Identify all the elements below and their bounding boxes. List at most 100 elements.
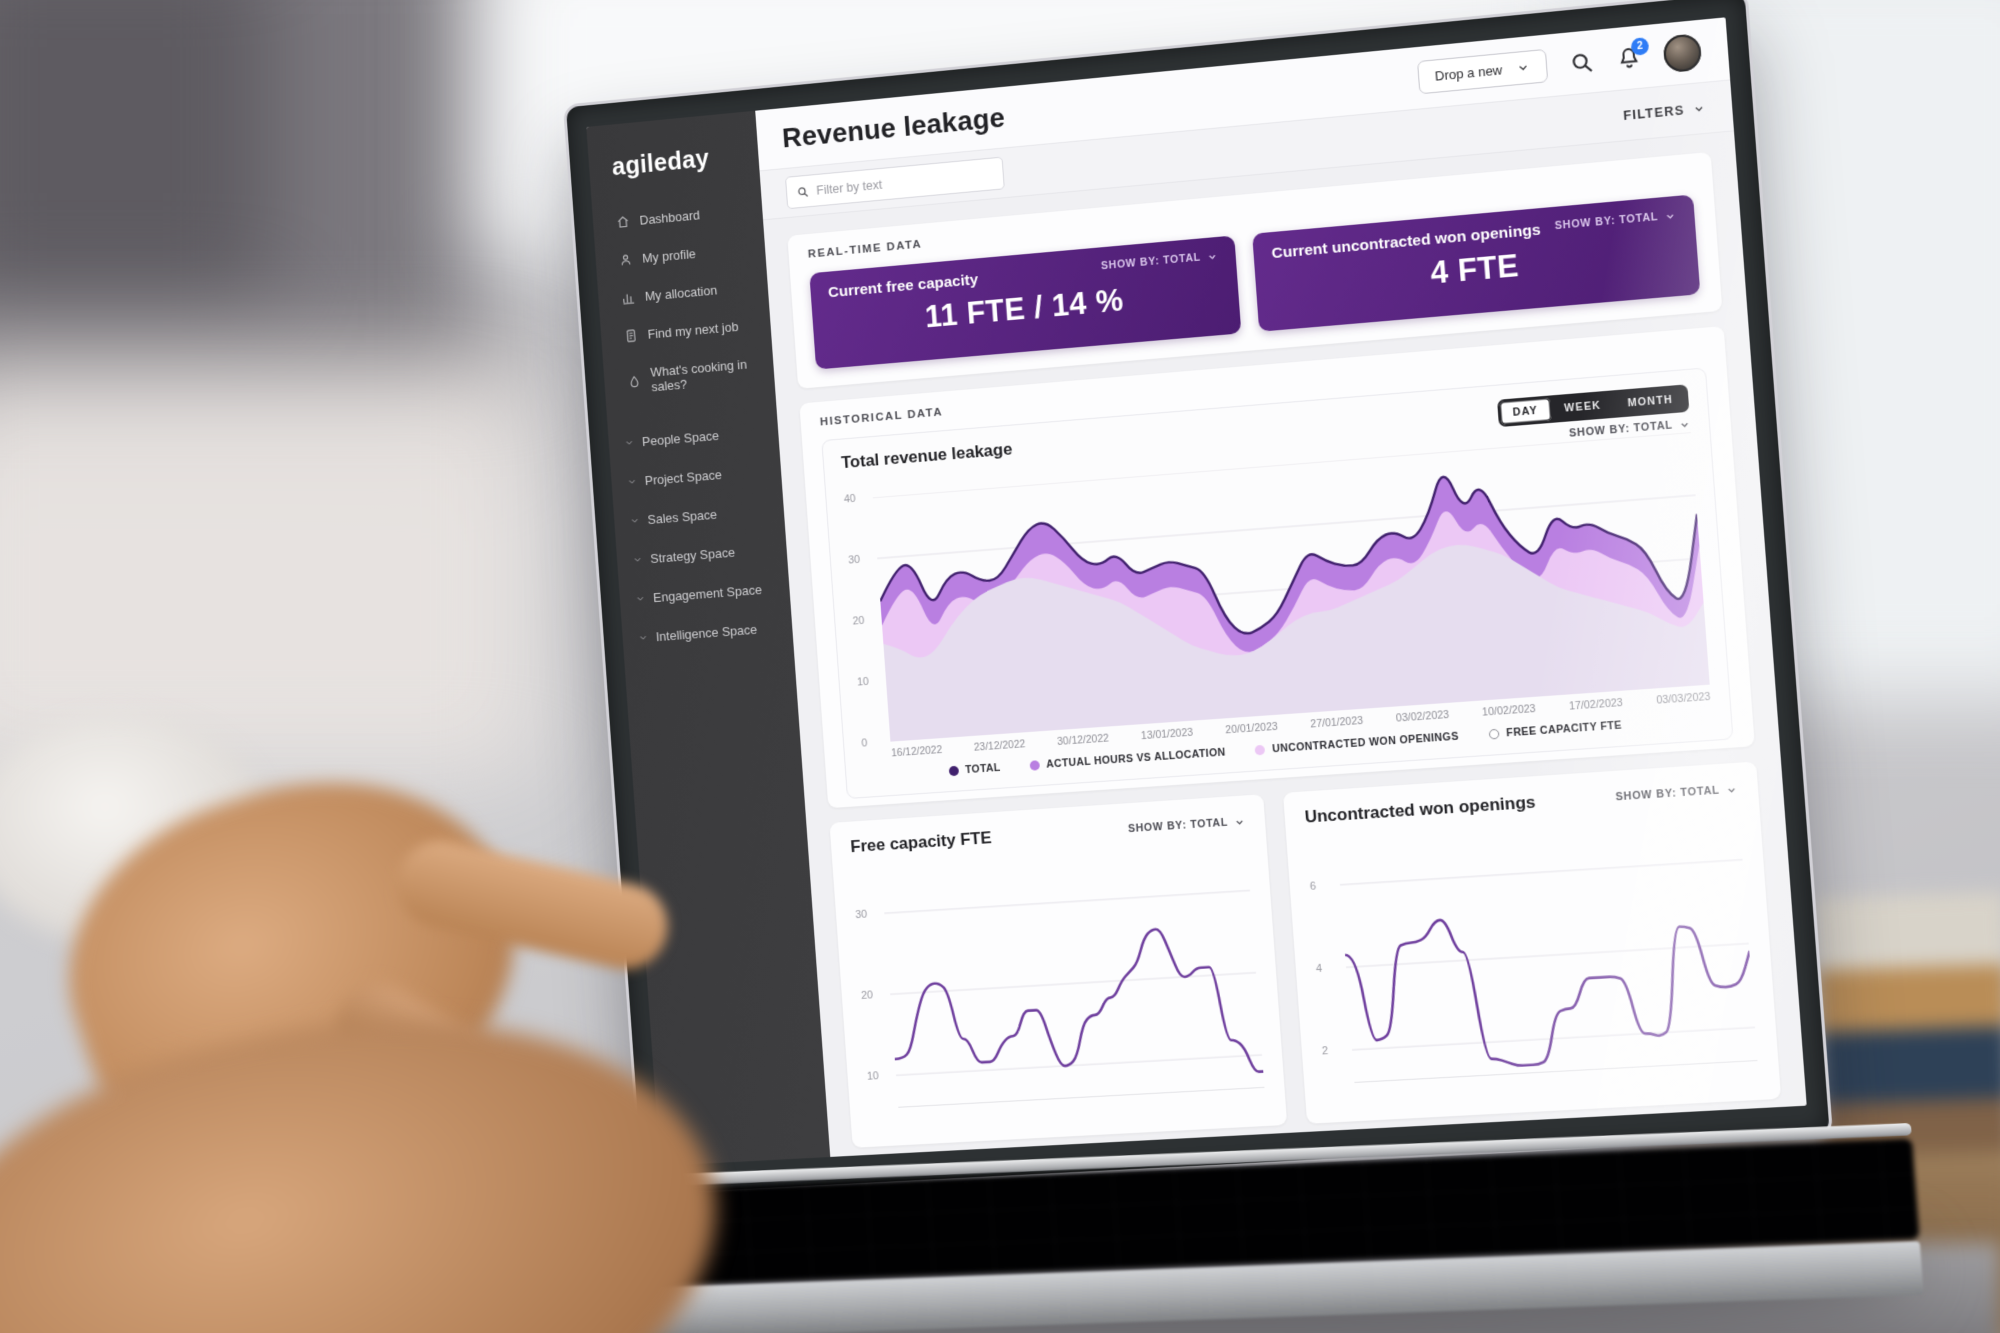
legend-dot [1254,744,1266,756]
legend-item-uncontracted-won-openings[interactable]: UNCONTRACTED WON OPENINGS [1254,730,1460,757]
sidebar-space-intelligence-space[interactable]: Intelligence Space [637,619,792,645]
sidebar-space-project-space[interactable]: Project Space [626,462,781,489]
x-tick-label: 03/03/2023 [1655,690,1712,707]
chevron-down-icon [1664,210,1676,222]
toggle-month[interactable]: MONTH [1627,393,1674,410]
show-by-dropdown[interactable]: SHOW BY: TOTAL [1127,816,1246,836]
notifications-bell-icon[interactable]: 2 [1616,36,1650,71]
sidebar-space-label: Strategy Space [649,544,736,567]
search-icon [796,184,809,199]
uncontracted-won-openings-card: Uncontracted won openings SHOW BY: TOTAL… [1282,761,1782,1124]
avatar[interactable] [1662,32,1703,73]
background-blur [0,0,500,440]
x-tick-label: 17/02/2023 [1568,696,1624,713]
legend-label: UNCONTRACTED WON OPENINGS [1271,730,1460,756]
chevron-down-icon [1679,418,1691,430]
filters-dropdown[interactable]: FILTERS [1623,101,1706,123]
show-by-label: SHOW BY: TOTAL [1127,816,1229,836]
sidebar-nav: Dashboard My profile My allocation Find my … [615,202,774,397]
sidebar-item-my-profile[interactable]: My profile [618,240,765,268]
legend-item-total[interactable]: TOTAL [948,762,1001,777]
x-tick-label: 13/01/2023 [1140,726,1194,743]
legend-dot [1488,728,1500,740]
sidebar-item-find-my-next-job[interactable]: Find my next job [624,316,771,343]
kpi-card-uncontracted-openings: Current uncontracted won openings SHOW B… [1252,194,1701,332]
search-icon[interactable] [1569,49,1595,76]
y-tick-label: 0 [861,737,868,750]
show-by-label: SHOW BY: TOTAL [1100,251,1202,273]
chev-icon [626,476,637,488]
sidebar-item-label: My allocation [644,282,718,304]
chevron-down-icon [1206,250,1218,262]
historical-section: HISTORICAL DATA Total revenue leakage DA… [799,325,1755,809]
legend-item-actual-hours-vs-allocation[interactable]: ACTUAL HOURS VS ALLOCATION [1029,746,1226,771]
sidebar-space-label: Project Space [644,467,723,489]
show-by-dropdown[interactable]: SHOW BY: TOTAL [1101,250,1218,272]
chart-title: Total revenue leakage [840,439,1013,473]
laptop: agileday Dashboard My profile My allocatio… [562,0,1924,1333]
x-tick-label: 20/01/2023 [1225,720,1279,737]
sidebar-space-strategy-space[interactable]: Strategy Space [632,541,787,568]
sidebar-spaces: People Space Project Space Sales Space Stra… [624,423,793,645]
background-blur [0,0,270,300]
drop-icon [627,373,642,389]
x-tick-label: 30/12/2022 [1056,732,1110,748]
y-tick-label: 40 [843,492,857,506]
sidebar-item-dashboard[interactable]: Dashboard [615,202,762,230]
background-blur [0,360,540,780]
chev-icon [635,593,646,605]
y-tick-label: 20 [852,614,865,628]
drop-a-new-label: Drop a new [1434,62,1503,84]
hand [321,968,519,1136]
x-tick-label: 03/02/2023 [1395,708,1450,725]
sidebar-space-engagement-space[interactable]: Engagement Space [635,580,790,606]
y-tick-label: 10 [866,1070,880,1083]
y-tick-label: 2 [1321,1045,1329,1058]
show-by-dropdown[interactable]: SHOW BY: TOTAL [1554,209,1676,232]
chevron-down-icon [1234,816,1246,828]
sidebar-space-sales-space[interactable]: Sales Space [629,502,784,529]
toggle-week[interactable]: WEEK [1563,399,1602,415]
sidebar-space-label: People Space [641,428,720,450]
toggle-day[interactable]: DAY [1498,397,1552,425]
filter-text-field[interactable] [815,166,994,198]
sidebar-space-people-space[interactable]: People Space [624,423,779,450]
chevron-down-icon [1725,784,1737,796]
x-tick-label: 10/02/2023 [1481,702,1537,719]
sidebar-item-what-s-cooking-in-sales[interactable]: What's cooking in sales? [626,355,775,397]
main-area: Revenue leakage Drop a new 2 [755,17,1807,1157]
x-tick-label: 27/01/2023 [1309,714,1364,731]
chev-icon [638,632,649,644]
legend-dot [948,765,959,777]
sidebar-item-my-allocation[interactable]: My allocation [621,278,768,306]
line-chart [882,858,1264,1108]
total-revenue-leakage-card: Total revenue leakage DAY WEEK MONTH SHOW … [821,367,1734,800]
filters-label: FILTERS [1622,102,1686,123]
chevron-down-icon [1516,61,1530,75]
sidebar-space-label: Engagement Space [652,582,763,606]
drop-a-new-button[interactable]: Drop a new [1416,48,1549,95]
doc-icon [624,328,639,344]
y-tick-label: 4 [1315,962,1323,976]
show-by-dropdown[interactable]: SHOW BY: TOTAL [1615,783,1738,803]
app-logo: agileday [611,144,711,182]
area-chart [873,432,1710,742]
free-capacity-fte-card: Free capacity FTE SHOW BY: TOTAL 30 20 10 [829,794,1288,1148]
chev-icon [629,515,640,527]
page-title: Revenue leakage [781,101,1006,153]
y-tick-label: 30 [854,908,868,921]
x-tick-label: 16/12/2022 [890,744,943,760]
chev-icon [632,554,643,566]
legend-label: ACTUAL HOURS VS ALLOCATION [1045,746,1226,771]
laptop-bezel: agileday Dashboard My profile My allocatio… [562,0,1834,1198]
show-by-label: SHOW BY: TOTAL [1554,210,1659,233]
coffee-cup [0,715,270,945]
chevron-down-icon [1692,102,1705,115]
sidebar-item-label: My profile [641,246,697,266]
y-tick-label: 20 [860,989,874,1002]
laptop-screen: agileday Dashboard My profile My allocatio… [586,17,1807,1166]
chart-title: Uncontracted won openings [1304,792,1537,827]
legend-item-free-capacity-fte[interactable]: FREE CAPACITY FTE [1488,719,1622,740]
user-icon [618,252,633,268]
x-tick-label: 23/12/2022 [973,738,1026,754]
